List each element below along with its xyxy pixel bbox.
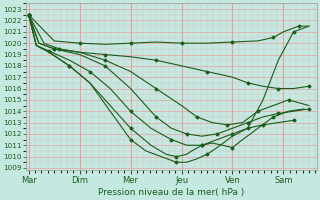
X-axis label: Pression niveau de la mer( hPa ): Pression niveau de la mer( hPa ): [98, 188, 244, 197]
